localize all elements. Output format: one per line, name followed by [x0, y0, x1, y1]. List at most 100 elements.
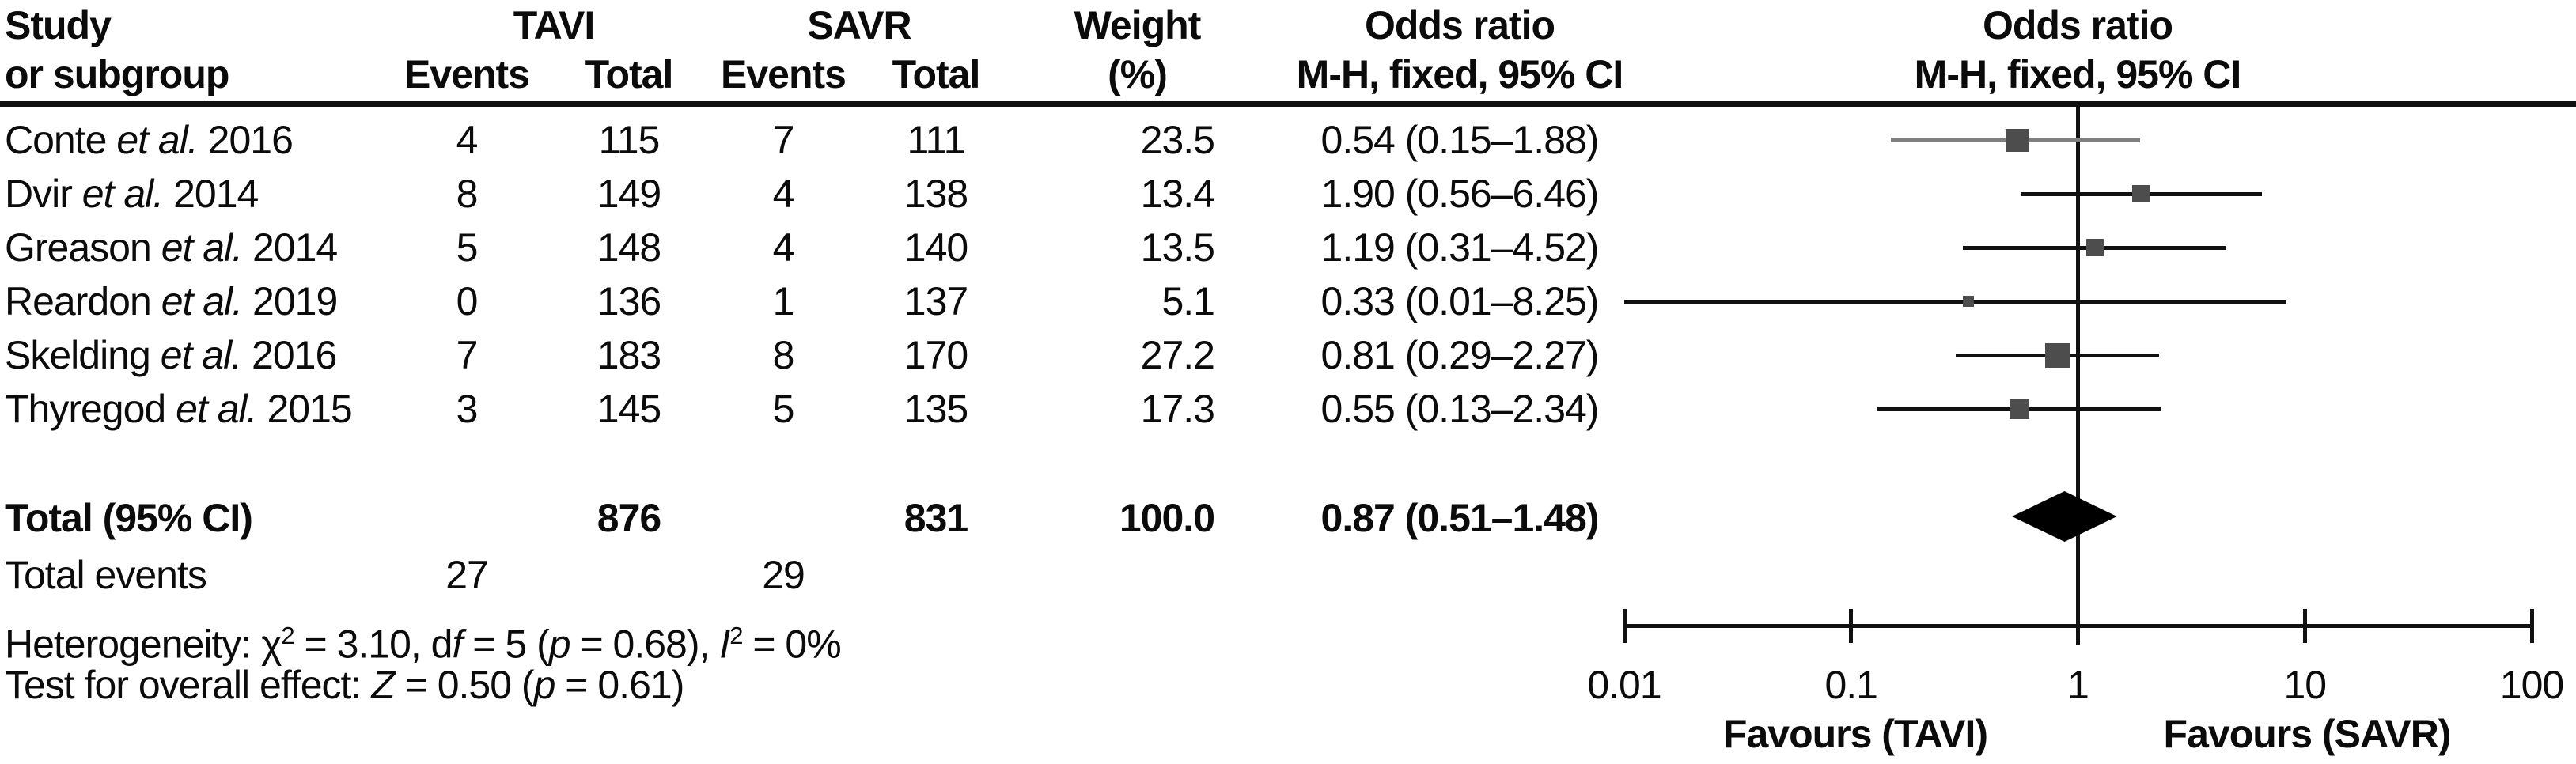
study-etal: et al.: [161, 279, 243, 323]
or-ci-cell: 1.90 (0.56–6.46): [1320, 172, 1600, 216]
total-or-ci: 0.87 (0.51–1.48): [1320, 496, 1600, 540]
x-tick-label: 0.01: [1587, 663, 1661, 707]
tavi-events-cell: 7: [456, 333, 479, 377]
header-group-tavi: TAVI: [513, 3, 595, 47]
het-sup: 2: [729, 622, 743, 649]
het-text: = 0%: [742, 622, 841, 667]
study-label: Thyregod et al. 2015: [5, 382, 353, 436]
total-weight: 100.0: [1119, 496, 1215, 540]
savr-events-cell: 4: [772, 172, 795, 216]
savr-total-cell: 137: [903, 279, 968, 323]
header-tavi-total: Total: [585, 52, 674, 96]
study-etal: et al.: [160, 333, 242, 377]
study-label: Dvir et al. 2014: [5, 167, 259, 221]
het-text: = 3.10, d: [294, 622, 453, 667]
study-year: 2016: [207, 118, 294, 162]
or-point-square: [2006, 128, 2029, 152]
header-weight-line2: (%): [1108, 52, 1168, 96]
study-label: Greason et al. 2014: [5, 221, 338, 274]
x-axis-tick: [1622, 609, 1627, 643]
study-year: 2015: [267, 387, 352, 431]
het-italic: p: [548, 622, 571, 667]
total-tavi-n: 876: [597, 496, 661, 540]
header-odds-ratio-text: Odds ratio: [1364, 3, 1555, 47]
overall-effect-line: Test for overall effect: Z = 0.50 (p = 0…: [5, 660, 684, 710]
tavi-events-cell: 4: [456, 118, 479, 162]
study-label: Skelding et al. 2016: [5, 328, 337, 382]
header-group-savr: SAVR: [807, 3, 911, 47]
x-axis-tick: [2529, 609, 2534, 643]
tavi-events-cell: 3: [456, 387, 479, 431]
header-tavi-events: Events: [404, 52, 530, 96]
study-etal: et al.: [176, 387, 257, 431]
header-odds-ratio-plot: Odds ratio: [1982, 3, 2173, 47]
total-row-label: Total (95% CI): [5, 496, 253, 540]
or-ci-cell: 1.19 (0.31–4.52): [1320, 225, 1600, 270]
x-axis-tick: [1849, 609, 1854, 643]
study-author: Greason: [5, 225, 152, 270]
study-etal: et al.: [161, 225, 243, 270]
tavi-total-cell: 149: [597, 172, 661, 216]
ci-line: [1624, 299, 2286, 304]
weight-cell: 13.4: [1140, 172, 1215, 216]
savr-events-cell: 4: [772, 225, 795, 270]
tavi-total-cell: 145: [597, 387, 661, 431]
favours-right-label: Favours (SAVR): [2163, 712, 2452, 756]
study-author: Thyregod: [5, 387, 166, 431]
effect-italic: Z: [371, 663, 396, 707]
header-savr-events: Events: [721, 52, 847, 96]
study-label: Conte et al. 2016: [5, 113, 294, 167]
study-etal: et al.: [81, 172, 164, 216]
study-year: 2016: [252, 333, 337, 377]
total-savr-n: 831: [903, 496, 968, 540]
weight-cell: 5.1: [1161, 279, 1215, 323]
x-tick-label: 0.1: [1824, 663, 1878, 707]
weight-cell: 23.5: [1140, 118, 1215, 162]
x-tick-label: 100: [2499, 663, 2564, 707]
tavi-total-cell: 136: [597, 279, 661, 323]
het-sup: 2: [281, 622, 294, 649]
savr-events-cell: 5: [772, 387, 795, 431]
effect-italic: p: [533, 663, 556, 707]
effect-text: = 0.61): [555, 663, 684, 707]
study-year: 2014: [173, 172, 259, 216]
tavi-events-cell: 0: [456, 279, 479, 323]
total-events-tavi: 27: [445, 553, 489, 597]
het-italic: f: [452, 622, 463, 667]
het-text: = 0.68),: [570, 622, 720, 667]
header-savr-total: Total: [892, 52, 981, 96]
or-ci-cell: 0.33 (0.01–8.25): [1320, 279, 1600, 323]
study-label: Reardon et al. 2019: [5, 274, 338, 328]
x-axis-tick: [2302, 609, 2307, 643]
study-etal: et al.: [116, 118, 198, 162]
or-point-square: [2044, 342, 2070, 368]
weight-cell: 13.5: [1140, 225, 1215, 270]
savr-total-cell: 111: [907, 118, 965, 162]
header-weight-line1: Weight: [1074, 3, 1202, 47]
study-author: Skelding: [5, 333, 151, 377]
tavi-total-cell: 183: [597, 333, 661, 377]
header-study-line1: Study: [5, 3, 112, 47]
tavi-total-cell: 148: [597, 225, 661, 270]
weight-cell: 17.3: [1140, 387, 1215, 431]
het-italic: I: [719, 622, 730, 667]
heterogeneity-line: Heterogeneity: χ2 = 3.10, df = 5 (p = 0.…: [5, 611, 842, 667]
study-year: 2014: [252, 225, 338, 270]
x-axis-tick: [2076, 609, 2080, 643]
x-tick-label: 10: [2283, 663, 2327, 707]
het-text: Heterogeneity: χ: [5, 622, 282, 667]
header-separator-line: [0, 101, 2576, 107]
savr-total-cell: 135: [903, 387, 968, 431]
or-point-square: [2009, 399, 2029, 419]
or-ci-cell: 0.55 (0.13–2.34): [1320, 387, 1600, 431]
study-author: Dvir: [5, 172, 73, 216]
study-author: Reardon: [5, 279, 152, 323]
het-text: = 5 (: [462, 622, 549, 667]
weight-cell: 27.2: [1140, 333, 1215, 377]
effect-text: Test for overall effect:: [5, 663, 372, 707]
tavi-events-cell: 8: [456, 172, 479, 216]
savr-events-cell: 1: [772, 279, 795, 323]
total-diamond: [2011, 491, 2117, 542]
